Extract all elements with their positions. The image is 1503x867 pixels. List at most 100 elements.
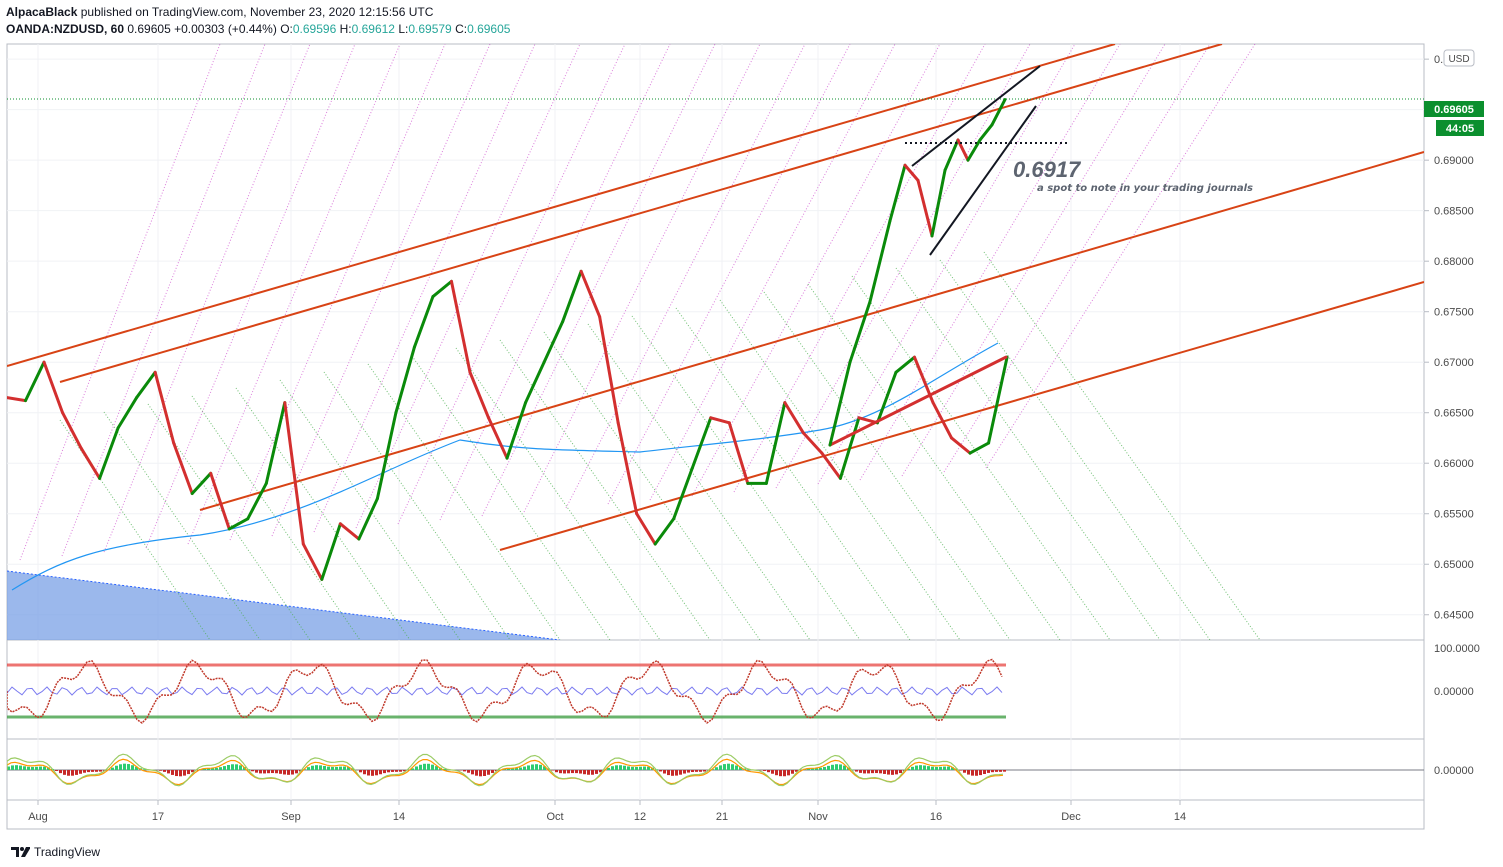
osc2-histogram-bar xyxy=(951,767,954,770)
osc2-histogram-bar xyxy=(391,770,394,772)
osc2-histogram-bar xyxy=(67,770,70,776)
osc2-histogram-bar xyxy=(427,763,430,770)
osc2-histogram-bar xyxy=(515,768,518,770)
osc2-histogram-bar xyxy=(819,767,822,770)
fan-line-magenta xyxy=(985,44,1256,469)
osc2-histogram-bar xyxy=(535,764,538,770)
osc2-histogram-bar xyxy=(547,768,550,770)
fan-line-magenta xyxy=(691,44,941,497)
high-value: 0.69612 xyxy=(351,22,395,36)
osc2-histogram-bar xyxy=(123,763,126,770)
osc2-histogram-bar xyxy=(307,767,310,770)
osc2-histogram-bar xyxy=(163,770,166,772)
date-tick-label: Dec xyxy=(1061,811,1081,823)
price-tick-label: 0.65500 xyxy=(1434,509,1474,521)
osc1-signal xyxy=(7,686,1003,696)
open-value: 0.69596 xyxy=(292,22,337,36)
osc2-histogram-bar xyxy=(387,770,390,773)
osc2-histogram-bar xyxy=(259,770,262,774)
open-label: O: xyxy=(280,22,293,36)
price-segment xyxy=(848,300,872,364)
fan-line-magenta xyxy=(943,44,1211,473)
price-tick-label: 0.65000 xyxy=(1434,559,1474,571)
symbol-name[interactable]: OANDA:NZDUSD, 60 xyxy=(6,22,125,36)
osc2-histogram-bar xyxy=(611,766,614,770)
osc2-histogram-bar xyxy=(875,770,878,774)
fan-line-magenta xyxy=(817,44,1076,485)
footer-brand[interactable]: TradingView xyxy=(34,845,101,859)
price-segment xyxy=(990,98,1007,127)
fan-line-magenta xyxy=(187,44,401,545)
currency-button[interactable] xyxy=(1443,49,1475,67)
oscillator-2 xyxy=(7,753,1424,787)
osc2-histogram-bar xyxy=(231,764,234,770)
date-tick-label: 21 xyxy=(716,811,728,823)
osc2-histogram-bar xyxy=(327,766,330,770)
osc2-histogram-bar xyxy=(663,770,666,774)
osc2-histogram-bar xyxy=(331,766,334,770)
price-segment xyxy=(868,219,892,304)
price-segment xyxy=(616,421,639,516)
price-segment xyxy=(709,416,731,425)
price-segment xyxy=(24,360,46,403)
osc2-histogram-bar xyxy=(959,770,962,771)
osc2-histogram-bar xyxy=(119,764,122,770)
price-segment xyxy=(764,401,787,485)
price-segment xyxy=(431,279,453,299)
osc2-histogram-bar xyxy=(555,770,558,773)
price-segment xyxy=(61,411,83,450)
channel-line xyxy=(7,44,1116,367)
osc2-histogram-bar xyxy=(599,770,602,773)
date-tick-label: 16 xyxy=(930,811,942,823)
publish-info: AlpacaBlack published on TradingView.com… xyxy=(6,5,433,19)
fan-line-magenta xyxy=(229,44,446,541)
osc2-histogram-bar xyxy=(39,766,42,770)
price-segment xyxy=(542,320,565,364)
osc2-histogram-bar xyxy=(467,770,470,773)
osc2-histogram-bar xyxy=(667,770,670,776)
osc2-histogram-bar xyxy=(863,770,866,774)
price-segment xyxy=(98,426,120,480)
osc2-histogram-bar xyxy=(659,770,662,772)
osc2-histogram-bar xyxy=(995,770,998,772)
osc2-histogram-bar xyxy=(283,770,286,775)
osc2-histogram-bar xyxy=(315,765,318,770)
author-name[interactable]: AlpacaBlack xyxy=(6,5,78,19)
osc2-histogram-bar xyxy=(623,765,626,770)
price-segment xyxy=(931,401,954,440)
osc2-histogram-bar xyxy=(55,770,58,771)
fan-line-magenta xyxy=(313,44,536,533)
osc2-histogram-bar xyxy=(295,770,298,774)
tradingview-logo-icon[interactable] xyxy=(10,846,30,858)
osc2-histogram-bar xyxy=(291,770,294,775)
osc2-histogram-bar xyxy=(827,765,830,770)
osc1-tick-label: 0.00000 xyxy=(1434,686,1474,698)
osc2-histogram-bar xyxy=(159,770,162,771)
price-segment xyxy=(672,466,694,521)
osc2-histogram-bar xyxy=(419,764,422,770)
osc2-histogram-bar xyxy=(143,769,146,770)
osc2-histogram-bar xyxy=(23,766,26,770)
channel-line xyxy=(59,44,1223,383)
price-segment xyxy=(598,315,620,425)
price-segment xyxy=(135,370,157,400)
fan-line-magenta xyxy=(523,44,761,513)
date-tick-label: 17 xyxy=(152,811,164,823)
osc2-histogram-bar xyxy=(91,770,94,772)
osc2-histogram-bar xyxy=(127,764,130,770)
price-segment xyxy=(828,355,1008,447)
osc2-histogram-bar xyxy=(435,766,438,770)
osc2-histogram-bar xyxy=(703,770,706,772)
osc2-histogram-bar xyxy=(251,770,254,772)
wedge-upper xyxy=(911,65,1041,167)
published-text: published on TradingView.com, November 2… xyxy=(80,5,434,19)
osc2-histogram-bar xyxy=(975,770,978,776)
price-segment xyxy=(653,517,676,546)
osc2-histogram-bar xyxy=(375,770,378,776)
price-segment xyxy=(801,431,824,455)
osc2-histogram-bar xyxy=(635,766,638,770)
osc2-histogram-bar xyxy=(859,770,862,773)
osc2-histogram-bar xyxy=(991,770,994,773)
date-tick-label: 12 xyxy=(634,811,646,823)
